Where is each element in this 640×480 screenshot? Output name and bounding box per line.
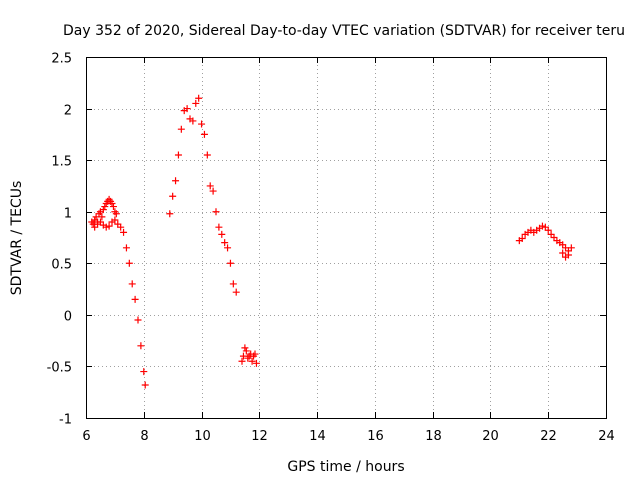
grid [86,57,606,418]
data-point [134,316,142,324]
data-point [112,210,120,218]
data-point [203,151,211,159]
data-point [251,350,259,358]
data-point [141,381,149,389]
data-point [177,125,185,133]
data-point [209,187,217,195]
data-point [140,368,148,376]
data-point [195,94,203,102]
data-point [198,120,206,128]
data-point [218,230,226,238]
x-tick-label: 16 [367,429,384,444]
series-arc-2 [166,94,240,296]
data-point [544,226,552,234]
data-point [232,288,240,296]
data-point [224,244,232,252]
data-point [131,295,139,303]
data-point [564,251,572,259]
data-point [174,151,182,159]
data-point [241,344,249,352]
x-tick-label: 6 [82,429,90,444]
chart-title: Day 352 of 2020, Sidereal Day-to-day VTE… [63,23,625,39]
data-point [212,208,220,216]
data-point [226,259,234,267]
y-tick-label: 1.5 [51,155,72,170]
data-point [229,280,237,288]
x-axis-title: GPS time / hours [287,459,404,475]
data-point [98,213,106,221]
data-point [221,239,229,247]
plot-frame [86,57,607,419]
x-tick-label: 14 [309,429,326,444]
data-point [252,359,260,367]
data-point [169,192,177,200]
series-arc-1b [91,216,149,389]
data-point [215,223,223,231]
data-point [137,342,145,350]
x-tick-label: 20 [482,429,499,444]
data-points [88,94,575,389]
data-point [200,130,208,138]
data-point [172,177,180,185]
axis-ticks [86,57,607,419]
x-tick-labels: 6 8 10 12 14 16 18 20 22 24 [82,429,614,444]
data-point [559,249,567,257]
data-point [238,357,246,365]
data-point [206,182,214,190]
data-point [128,280,136,288]
data-point [192,99,200,107]
data-point [105,222,113,230]
y-tick-label: 2 [64,104,72,119]
data-point [117,223,125,231]
data-point [189,117,197,125]
y-tick-label: -0.5 [47,361,72,376]
data-point [122,244,130,252]
y-tick-labels: -1 -0.5 0 0.5 1 1.5 2 2.5 [47,52,72,428]
x-tick-label: 24 [598,429,615,444]
data-point [518,235,526,243]
data-point [111,216,119,224]
series-arc-4 [515,222,575,261]
data-point [567,244,575,252]
data-point [101,203,109,211]
x-tick-label: 10 [194,429,211,444]
y-tick-label: -1 [59,413,72,428]
y-tick-label: 1 [64,207,72,222]
data-point [120,228,128,236]
data-point [166,210,174,218]
data-point [99,206,107,214]
x-tick-label: 22 [540,429,557,444]
data-point [248,357,256,365]
x-tick-label: 12 [251,429,268,444]
x-tick-label: 8 [140,429,148,444]
data-point [108,199,116,207]
y-tick-label: 0 [64,310,72,325]
y-axis-title: SDTVAR / TECUs [9,181,25,296]
data-point [109,203,117,211]
series-arc-3 [238,344,260,367]
data-point [242,347,250,355]
y-tick-label: 2.5 [51,52,72,67]
series-arc-1a [88,195,120,228]
x-tick-label: 18 [425,429,442,444]
data-point [183,105,191,113]
y-tick-label: 0.5 [51,258,72,273]
data-point [125,259,133,267]
